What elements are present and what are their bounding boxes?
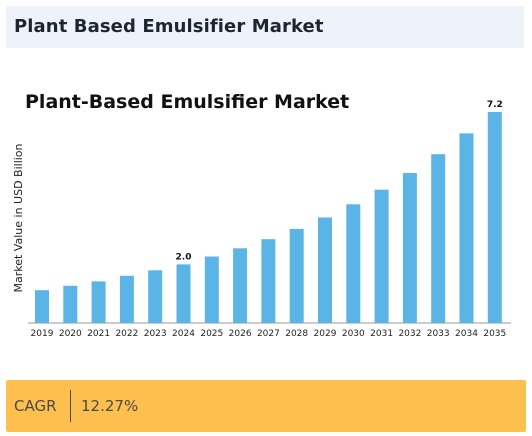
bar-2025 — [204, 256, 219, 323]
page-header: Plant Based Emulsifier Market — [6, 6, 524, 48]
x-tick-label-2023: 2023 — [144, 329, 167, 339]
cagr-label: CAGR — [14, 397, 57, 415]
x-tick-label-2022: 2022 — [115, 329, 138, 339]
y-axis-label: Market Value in USD Billion — [12, 143, 25, 292]
chart-container: Plant-Based Emulsifier Market Market Val… — [0, 68, 532, 350]
bars-group — [35, 112, 502, 324]
x-tick-label-2019: 2019 — [31, 329, 54, 339]
bar-2028 — [289, 228, 304, 323]
bar-2033 — [431, 154, 446, 323]
x-tick-label-2032: 2032 — [398, 329, 421, 339]
data-labels: 2.0 7.2 — [176, 100, 503, 262]
bar-2035 — [487, 112, 502, 323]
bar-2022 — [119, 275, 134, 323]
x-tick-label-2025: 2025 — [200, 329, 223, 339]
chart-title: Plant-Based Emulsifier Market — [25, 91, 349, 113]
cagr-value: 12.27% — [81, 397, 139, 415]
bar-2030 — [346, 204, 361, 323]
x-tick-label-2027: 2027 — [257, 329, 280, 339]
bar-2023 — [148, 270, 163, 324]
x-tick-label-2028: 2028 — [285, 329, 308, 339]
x-tick-label-2035: 2035 — [483, 329, 506, 339]
x-tick-label-2034: 2034 — [455, 329, 478, 339]
x-tick-label-2031: 2031 — [370, 329, 393, 339]
x-tick-label-2030: 2030 — [342, 329, 365, 339]
bar-2027 — [261, 239, 276, 323]
x-tick-label-2020: 2020 — [59, 329, 82, 339]
data-label-2035: 7.2 — [487, 100, 503, 110]
x-tick-label-2026: 2026 — [229, 329, 252, 339]
cagr-bar: CAGR 12.27% — [6, 380, 526, 432]
page-title: Plant Based Emulsifier Market — [14, 16, 324, 37]
bar-2031 — [374, 189, 389, 323]
bar-2034 — [459, 133, 474, 323]
x-tick-labels: 2019 2020 2021 2022 2023 2024 2025 2026 2027 2028… — [31, 329, 507, 339]
cagr-divider — [70, 390, 71, 422]
x-tick-label-2029: 2029 — [314, 329, 337, 339]
bar-chart: Plant-Based Emulsifier Market Market Val… — [12, 91, 511, 339]
bar-2024 — [176, 264, 191, 323]
bar-2021 — [91, 281, 106, 323]
x-tick-label-2024: 2024 — [172, 329, 195, 339]
x-tick-label-2033: 2033 — [427, 329, 450, 339]
bar-2019 — [35, 290, 49, 323]
bar-2020 — [63, 285, 78, 323]
data-label-2024: 2.0 — [176, 252, 192, 262]
bar-2032 — [402, 173, 417, 323]
x-tick-label-2021: 2021 — [87, 329, 110, 339]
bar-2029 — [318, 217, 332, 323]
bar-2026 — [233, 248, 248, 323]
